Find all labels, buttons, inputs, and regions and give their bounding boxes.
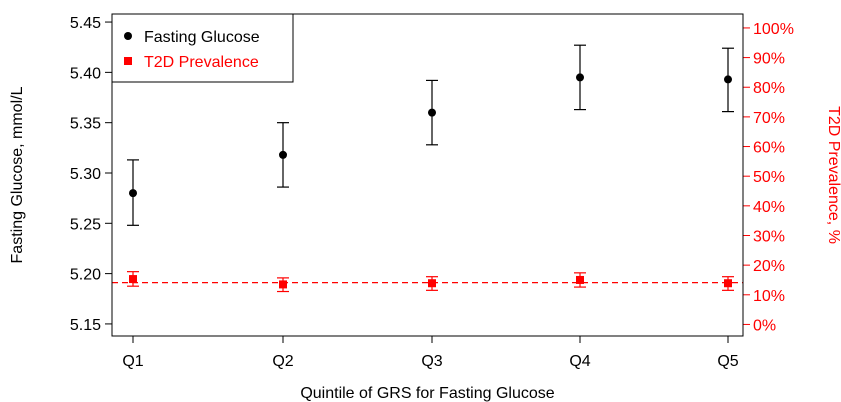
fasting-glucose-point — [279, 150, 287, 159]
right-y-tick-label: 30% — [753, 228, 785, 245]
legend-label-t2d-prevalence: T2D Prevalence — [144, 54, 259, 71]
right-y-axis-title: T2D Prevalence, % — [825, 106, 841, 244]
legend: Fasting Glucose T2D Prevalence — [111, 13, 294, 83]
fasting-glucose-point — [428, 108, 436, 117]
t2d-prevalence-point — [428, 279, 436, 288]
right-y-tick-label: 100% — [753, 21, 794, 38]
right-y-tick-label: 80% — [753, 80, 785, 97]
fasting-glucose-point — [129, 189, 137, 198]
left-y-tick-label: 5.30 — [70, 166, 101, 183]
x-tick-label: Q2 — [272, 353, 293, 370]
fasting-glucose-point — [576, 73, 584, 82]
t2d-prevalence-point — [279, 280, 287, 289]
legend-box — [111, 13, 294, 83]
right-y-tick-label: 50% — [753, 169, 785, 186]
right-y-tick-label: 60% — [753, 140, 785, 157]
x-axis-title: Quintile of GRS for Fasting Glucose — [300, 385, 554, 402]
right-y-tick-label: 70% — [753, 110, 785, 127]
x-tick-label: Q5 — [717, 353, 738, 370]
axes-layer: 5.15 5.20 5.25 5.30 5.35 5.40 5.45 0% 10% 20% 30% 4… — [70, 15, 794, 370]
left-y-tick-label: 5.40 — [70, 65, 101, 82]
t2d-prevalence-point — [129, 275, 137, 284]
right-y-tick-label: 0% — [753, 317, 776, 334]
right-y-tick-label: 10% — [753, 288, 785, 305]
plot-frame — [111, 13, 744, 337]
fasting-glucose-point — [724, 75, 732, 84]
left-y-tick-label: 5.20 — [70, 267, 101, 284]
left-y-tick-label: 5.15 — [70, 317, 101, 334]
right-y-tick-label: 20% — [753, 258, 785, 275]
legend-label-fasting-glucose: Fasting Glucose — [144, 29, 260, 46]
left-y-axis-title: Fasting Glucose, mmol/L — [9, 86, 26, 263]
right-y-tick-label: 40% — [753, 199, 785, 216]
left-y-tick-label: 5.45 — [70, 15, 101, 32]
right-y-tick-label: 90% — [753, 51, 785, 68]
t2d-prevalence-point — [724, 279, 732, 288]
left-y-tick-label: 5.35 — [70, 116, 101, 133]
legend-marker-t2d-prevalence — [124, 57, 132, 65]
left-y-tick-label: 5.25 — [70, 216, 101, 233]
x-tick-label: Q4 — [569, 353, 590, 370]
x-tick-label: Q3 — [421, 353, 442, 370]
x-tick-label: Q1 — [122, 353, 143, 370]
t2d-prevalence-point — [576, 275, 584, 284]
series-layer — [127, 44, 734, 293]
legend-marker-fasting-glucose — [124, 32, 132, 40]
